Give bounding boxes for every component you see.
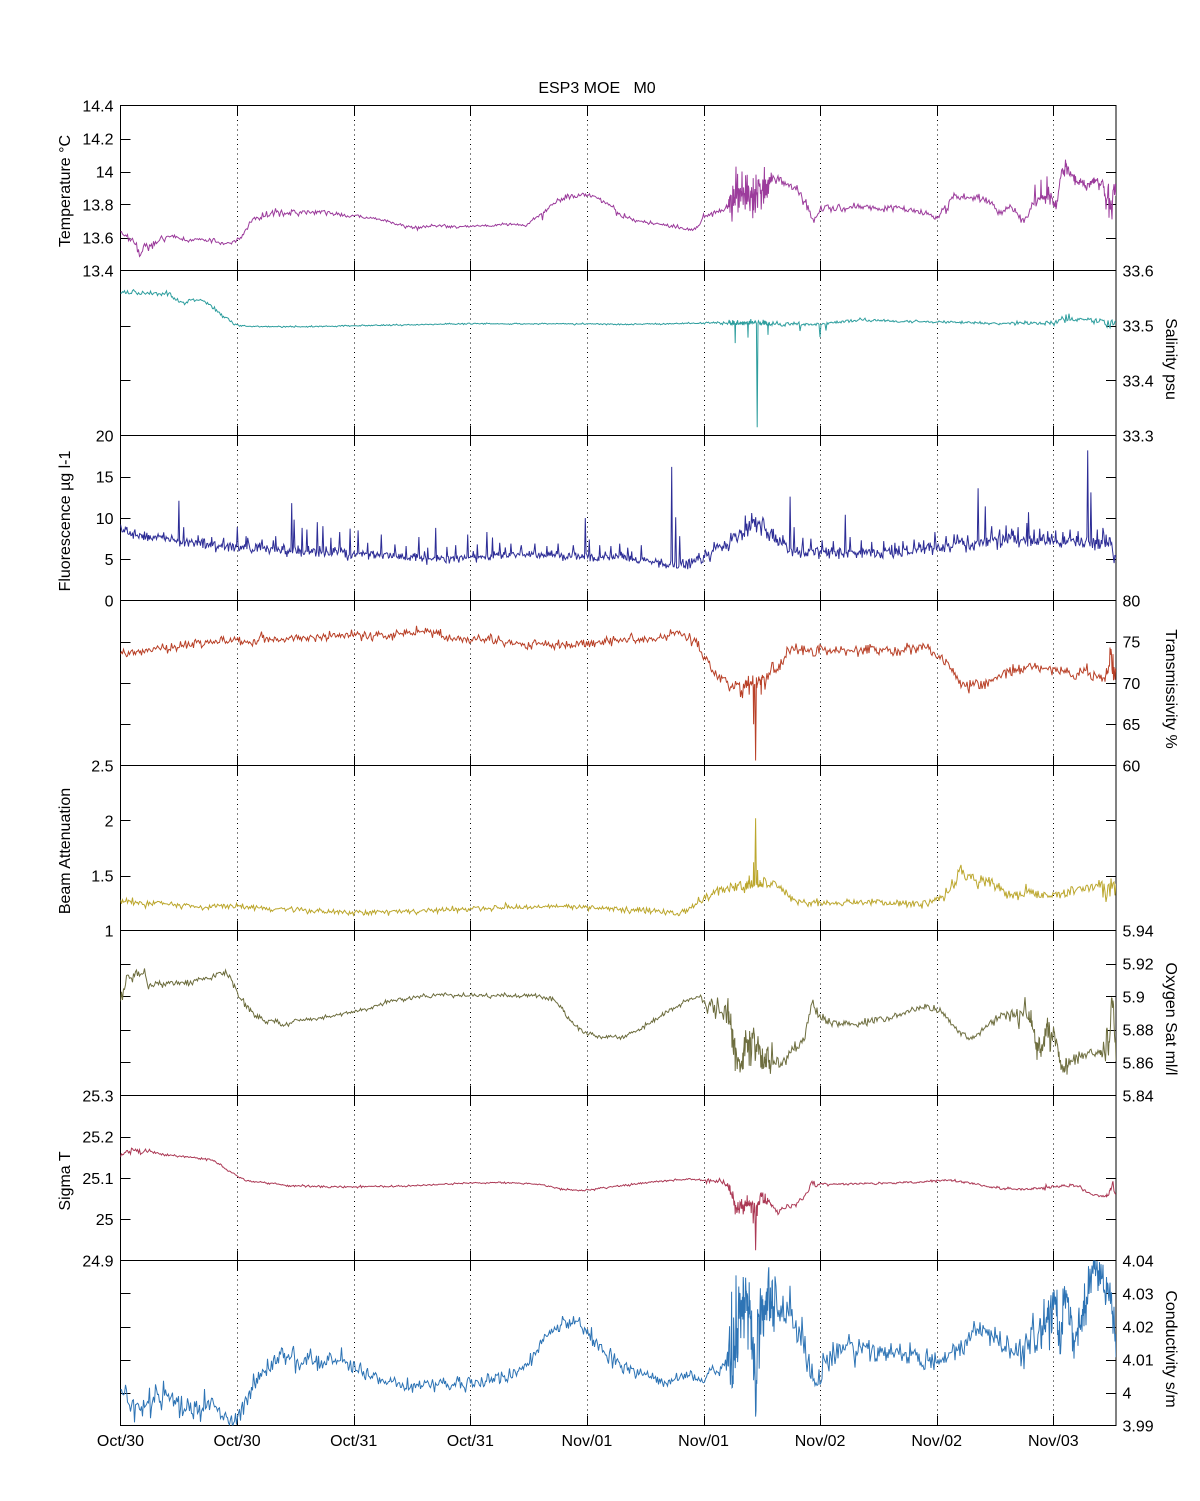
svg-text:4.01: 4.01: [1123, 1352, 1154, 1369]
svg-text:Oct/31: Oct/31: [447, 1433, 494, 1450]
svg-text:5.9: 5.9: [1123, 989, 1145, 1006]
svg-text:Temperature °C: Temperature °C: [57, 135, 74, 247]
svg-text:ESP3 MOE M0: ESP3 MOE M0: [538, 80, 655, 97]
svg-text:Salinity psu: Salinity psu: [1162, 318, 1179, 400]
svg-text:15: 15: [96, 470, 114, 487]
svg-text:Oxygen Sat ml/l: Oxygen Sat ml/l: [1162, 963, 1179, 1076]
svg-text:14.4: 14.4: [82, 98, 113, 115]
svg-text:2.5: 2.5: [91, 758, 113, 775]
svg-text:10: 10: [96, 511, 114, 528]
svg-text:5.86: 5.86: [1123, 1055, 1154, 1072]
svg-text:13.6: 13.6: [82, 230, 113, 247]
svg-text:1: 1: [105, 923, 114, 940]
svg-text:20: 20: [96, 428, 114, 445]
svg-text:1.5: 1.5: [91, 868, 113, 885]
svg-text:25.3: 25.3: [82, 1088, 113, 1105]
svg-text:4: 4: [1123, 1385, 1132, 1402]
svg-text:Transmissivity %: Transmissivity %: [1162, 629, 1179, 748]
svg-text:25: 25: [96, 1212, 114, 1229]
svg-text:Nov/01: Nov/01: [562, 1433, 613, 1450]
svg-text:60: 60: [1123, 758, 1141, 775]
svg-text:33.5: 33.5: [1123, 318, 1154, 335]
svg-text:Sigma T: Sigma T: [57, 1151, 74, 1211]
svg-text:75: 75: [1123, 635, 1141, 652]
svg-text:14: 14: [96, 164, 114, 181]
svg-text:Oct/31: Oct/31: [330, 1433, 377, 1450]
svg-text:5.88: 5.88: [1123, 1022, 1154, 1039]
svg-text:Beam Attenuation: Beam Attenuation: [57, 788, 74, 914]
svg-text:4.02: 4.02: [1123, 1319, 1154, 1336]
svg-text:Oct/30: Oct/30: [97, 1433, 144, 1450]
svg-text:Nov/03: Nov/03: [1028, 1433, 1079, 1450]
svg-text:13.4: 13.4: [82, 263, 113, 280]
svg-text:Fluorescence µg l-1: Fluorescence µg l-1: [57, 450, 74, 591]
svg-text:5.94: 5.94: [1123, 923, 1154, 940]
svg-text:14.2: 14.2: [82, 131, 113, 148]
svg-text:24.9: 24.9: [82, 1253, 113, 1270]
svg-text:80: 80: [1123, 593, 1141, 610]
svg-text:13.8: 13.8: [82, 197, 113, 214]
svg-text:0: 0: [105, 593, 114, 610]
svg-text:Nov/02: Nov/02: [911, 1433, 962, 1450]
svg-text:Oct/30: Oct/30: [214, 1433, 261, 1450]
svg-text:5.92: 5.92: [1123, 956, 1154, 973]
svg-text:4.04: 4.04: [1123, 1253, 1154, 1270]
svg-text:4.03: 4.03: [1123, 1286, 1154, 1303]
svg-text:33.4: 33.4: [1123, 373, 1154, 390]
svg-text:65: 65: [1123, 717, 1141, 734]
svg-text:5.84: 5.84: [1123, 1088, 1154, 1105]
svg-text:Nov/02: Nov/02: [795, 1433, 846, 1450]
svg-text:Conductivity s/m: Conductivity s/m: [1162, 1290, 1179, 1407]
svg-text:3.99: 3.99: [1123, 1418, 1154, 1435]
svg-text:25.2: 25.2: [82, 1130, 113, 1147]
svg-text:Nov/01: Nov/01: [678, 1433, 729, 1450]
svg-text:25.1: 25.1: [82, 1171, 113, 1188]
svg-text:33.6: 33.6: [1123, 263, 1154, 280]
svg-text:5: 5: [105, 552, 114, 569]
svg-text:2: 2: [105, 813, 114, 830]
svg-text:70: 70: [1123, 676, 1141, 693]
svg-text:33.3: 33.3: [1123, 428, 1154, 445]
